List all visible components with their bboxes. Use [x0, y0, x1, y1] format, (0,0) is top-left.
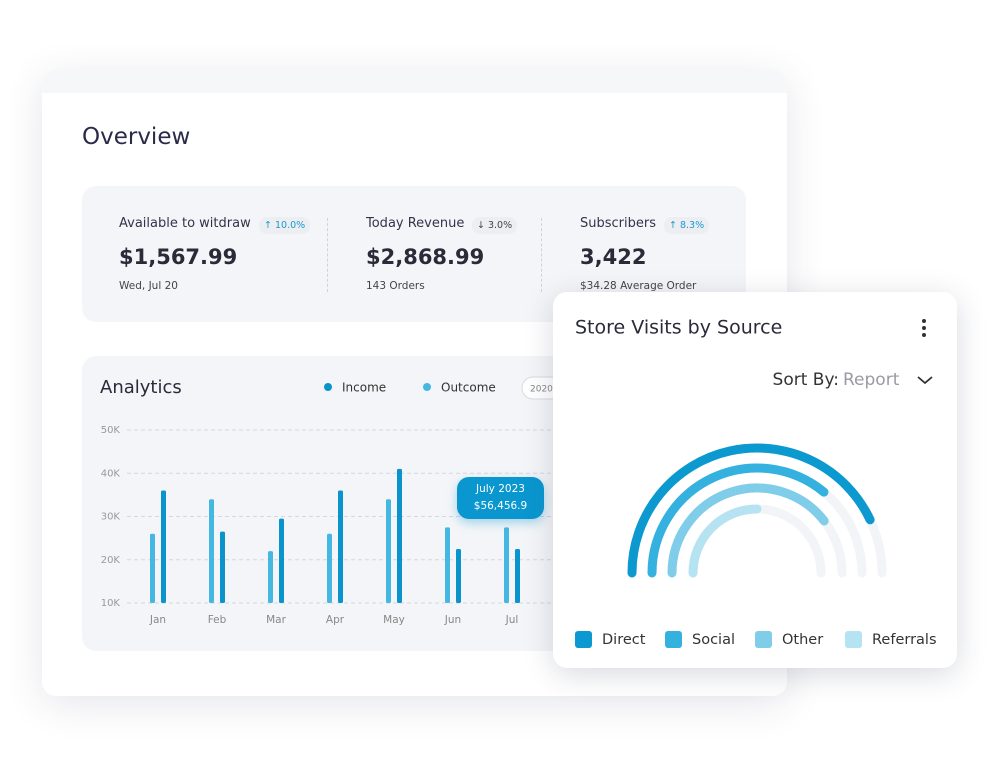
bar [515, 548, 520, 603]
arc [647, 463, 829, 578]
year-button-label[interactable]: 2020 [530, 385, 553, 395]
menu-dot[interactable] [922, 319, 926, 323]
y-tick-label: 50K [101, 425, 121, 436]
legend-swatch [665, 631, 682, 648]
legend-label: Direct [602, 632, 646, 648]
legend-swatch [845, 631, 862, 648]
x-tick-label: Jan [149, 614, 166, 626]
tooltip: July 2023 $56,456.9 [457, 477, 544, 519]
stat-note: 143 Orders [366, 280, 425, 292]
y-tick-label: 30K [101, 512, 121, 523]
legend-swatch [755, 631, 772, 648]
legend-label: Referrals [872, 632, 937, 648]
menu-dot[interactable] [922, 326, 926, 330]
tooltip-value: $56,456.9 [473, 500, 528, 512]
bar [279, 518, 284, 603]
arc-track [688, 504, 826, 578]
bar [150, 533, 155, 603]
y-tick-label: 10K [101, 598, 121, 609]
legend-swatch [423, 383, 431, 391]
stat-value: $1,567.99 [119, 245, 238, 269]
legend-label: Outcome [441, 381, 496, 395]
x-tick-label: Apr [326, 614, 345, 626]
dropdown-chevron[interactable] [917, 376, 933, 385]
bar [397, 468, 402, 603]
menu-button[interactable] [922, 319, 926, 337]
sort-value[interactable]: Report [843, 370, 900, 390]
legend-swatch [324, 383, 332, 391]
legend-label: Social [692, 632, 735, 648]
divider [327, 218, 328, 292]
card-header-band [42, 70, 787, 93]
arc [627, 443, 875, 578]
bar [161, 490, 166, 603]
bar [456, 548, 461, 603]
stat-note: $34.28 Average Order [580, 280, 697, 292]
stat-change: ↑ 10.0% [259, 217, 311, 234]
bar [220, 531, 225, 603]
stat-change: ↓ 3.0% [472, 217, 518, 234]
arc [688, 504, 762, 578]
bar [386, 499, 391, 603]
stat-change: ↑ 8.3% [664, 217, 710, 234]
arc [667, 483, 829, 578]
bar [209, 499, 214, 603]
x-tick-label: Mar [266, 614, 286, 626]
bar [268, 551, 273, 603]
chart-title: Analytics [100, 377, 182, 398]
stat-label: Today Revenue [366, 216, 465, 231]
legend-label: Income [342, 381, 386, 395]
stat-value: $2,868.99 [366, 245, 485, 269]
bar [445, 527, 450, 603]
store-visits-chart: Store Visits by Source Sort By: Report D… [575, 317, 937, 648]
stat-label: Subscribers [580, 216, 656, 231]
stat-value: 3,422 [580, 245, 647, 269]
chart-title: Store Visits by Source [575, 317, 782, 339]
menu-dot[interactable] [922, 333, 926, 337]
overview-title: Overview [82, 124, 191, 150]
divider [541, 218, 542, 292]
bar [504, 527, 509, 603]
x-tick-label: Jul [505, 614, 519, 626]
legend-label: Other [782, 632, 823, 648]
x-tick-label: Jun [444, 614, 461, 626]
y-tick-label: 40K [101, 468, 121, 479]
y-tick-label: 20K [101, 555, 121, 566]
sort-label: Sort By: [773, 370, 839, 390]
tooltip-title: July 2023 [476, 483, 525, 495]
stat-note: Wed, Jul 20 [119, 280, 178, 292]
x-tick-label: Feb [208, 614, 227, 626]
store-visits-card: Store Visits by Source Sort By: Report D… [553, 292, 957, 668]
bar [327, 533, 332, 603]
legend-swatch [575, 631, 592, 648]
bar [338, 490, 343, 603]
x-tick-label: May [383, 614, 405, 626]
stat-label: Available to witdraw [119, 216, 251, 231]
